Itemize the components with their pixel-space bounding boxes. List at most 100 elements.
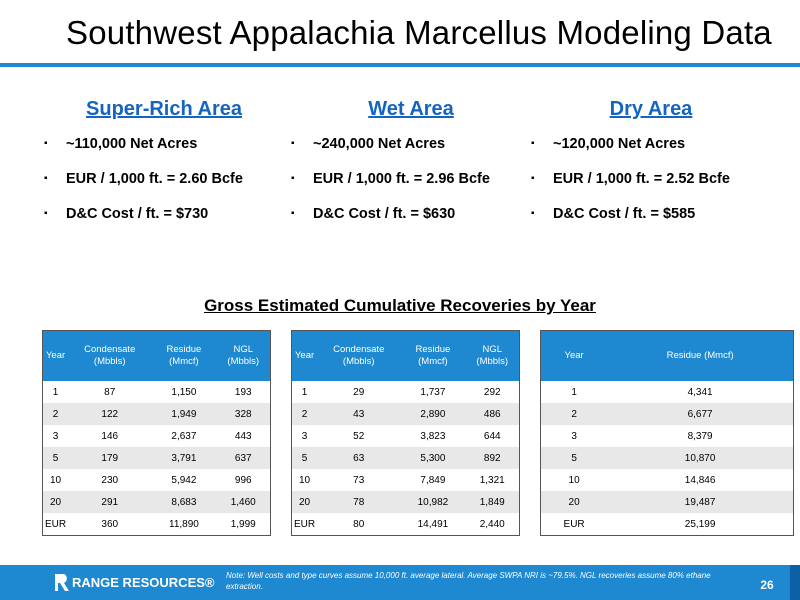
area-bullets: ▪ ~110,000 Net Acres ▪ EUR / 1,000 ft. = 2… [44, 135, 284, 223]
table-cell: 3 [301, 430, 308, 442]
area-column-dry: Dry Area ▪ ~120,000 Net Acres ▪ EUR / 1,00… [531, 98, 771, 240]
table-cell: 179 [68, 447, 152, 469]
table-cell: 637 [216, 447, 271, 469]
table-header-row: Year Condensate (Mbbls) Residue (Mmcf) NGL … [291, 330, 520, 381]
table-row: EUR 360 11,890 1,999 [43, 513, 271, 536]
bullet-square-icon: ▪ [44, 173, 48, 184]
table-cell: 6,677 [607, 403, 794, 425]
table-header-cell: Year [42, 330, 69, 381]
bullet-text: ~110,000 Net Acres [66, 136, 198, 152]
table-cell: 14,491 [417, 518, 449, 530]
table-cell: 4,341 [687, 386, 713, 398]
table-cell: 892 [465, 447, 520, 469]
table-header-row: Year Condensate (Mbbls) Residue (Mmcf) NGL … [42, 330, 271, 381]
table-cell: 2 [540, 403, 608, 425]
bullet-text: D&C Cost / ft. = $730 [66, 206, 209, 222]
bullet-item: ▪ ~120,000 Net Acres [531, 135, 771, 153]
table-cell: 1,949 [151, 403, 217, 425]
title-divider [0, 63, 800, 67]
bullet-item: ▪ EUR / 1,000 ft. = 2.52 Bcfe [531, 170, 771, 188]
bullet-square-icon: ▪ [291, 138, 295, 149]
table-cell: 87 [104, 386, 116, 398]
table-row: 20 19,487 [540, 491, 794, 513]
bullet-item: ▪ EUR / 1,000 ft. = 2.96 Bcfe [291, 170, 531, 188]
bullet-item: ▪ D&C Cost / ft. = $630 [291, 205, 531, 223]
table-cell: 20 [42, 491, 69, 513]
table-row: 1 29 1,737 292 [292, 381, 520, 403]
table-cell: 1 [52, 386, 59, 398]
range-logo-icon [55, 574, 69, 591]
table-cell: 486 [465, 403, 520, 425]
bullet-text: D&C Cost / ft. = $585 [553, 206, 696, 222]
area-heading: Wet Area [368, 98, 454, 120]
table-header-cell: Condensate (Mbbls) [317, 330, 401, 381]
table-cell: 193 [234, 386, 252, 398]
bullet-text: ~120,000 Net Acres [553, 136, 686, 152]
table-cell: 43 [317, 403, 401, 425]
table-cell: 29 [353, 386, 365, 398]
table-header-cell: Residue (Mmcf) [400, 330, 466, 381]
table-header-cell: Year [291, 330, 318, 381]
table-cell: 10 [50, 474, 62, 486]
table-cell: 291 [68, 491, 152, 513]
table-cell: 25,199 [684, 518, 716, 530]
bullet-square-icon: ▪ [531, 138, 535, 149]
table-cell: 292 [483, 386, 501, 398]
table-cell: 78 [317, 491, 401, 513]
table-cell: 443 [234, 430, 252, 442]
table-cell: 5 [291, 447, 318, 469]
table-row: 5 10,870 [540, 447, 794, 469]
table-cell: EUR [563, 518, 585, 530]
table-cell: 230 [101, 474, 119, 486]
bullet-item: ▪ EUR / 1,000 ft. = 2.60 Bcfe [44, 170, 284, 188]
table-row: 20 78 10,982 1,849 [291, 491, 520, 513]
recoveries-table-super-rich: Year Condensate (Mbbls) Residue (Mmcf) NGL … [42, 330, 271, 536]
table-cell: 2,890 [400, 403, 466, 425]
table-cell: 10,870 [607, 447, 794, 469]
table-cell: 1,150 [171, 386, 197, 398]
table-cell: 1,321 [479, 474, 505, 486]
table-cell: 3,823 [420, 430, 446, 442]
table-cell: 2 [291, 403, 318, 425]
logo-text: RANGE RESOURCES® [72, 575, 215, 590]
footer-bar: RANGE RESOURCES® Note: Well costs and ty… [0, 565, 800, 600]
table-cell: 10 [299, 474, 311, 486]
area-heading: Super-Rich Area [86, 98, 242, 120]
table-cell: 11,890 [169, 518, 199, 530]
table-cell: 8,379 [687, 430, 713, 442]
bullet-square-icon: ▪ [44, 138, 48, 149]
table-cell: 19,487 [607, 491, 794, 513]
area-heading: Dry Area [609, 98, 693, 120]
table-cell: 73 [353, 474, 365, 486]
table-row: 2 43 2,890 486 [291, 403, 520, 425]
bullet-square-icon: ▪ [44, 208, 48, 219]
table-cell: 996 [234, 474, 252, 486]
table-cell: 3 [52, 430, 59, 442]
page-number: 26 [760, 578, 774, 592]
table-cell: 122 [68, 403, 152, 425]
table-cell: 63 [317, 447, 401, 469]
table-cell: 5,942 [171, 474, 197, 486]
table-cell: 10 [568, 474, 580, 486]
bullet-square-icon: ▪ [291, 208, 295, 219]
table-row: 1 4,341 [541, 381, 794, 403]
table-cell: 14,846 [684, 474, 716, 486]
table-cell: 3,791 [151, 447, 217, 469]
table-row: 3 52 3,823 644 [292, 425, 520, 447]
bullet-item: ▪ D&C Cost / ft. = $585 [531, 205, 771, 223]
recoveries-table-dry: Year Residue (Mmcf) 1 4,341 2 6,677 3 8,379 5 10,… [540, 330, 794, 536]
table-row: 3 8,379 [541, 425, 794, 447]
page-title: Southwest Appalachia Marcellus Modeling … [66, 14, 772, 51]
table-cell: 2 [42, 403, 69, 425]
bullet-square-icon: ▪ [291, 173, 295, 184]
area-column-wet: Wet Area ▪ ~240,000 Net Acres ▪ EUR / 1,00… [291, 98, 531, 240]
table-cell: 52 [353, 430, 365, 442]
table-cell: EUR [45, 518, 67, 530]
table-header-cell: Residue (Mmcf) [151, 330, 217, 381]
section-title: Gross Estimated Cumulative Recoveries by… [204, 296, 596, 315]
table-row: EUR 80 14,491 2,440 [292, 513, 520, 536]
table-row: EUR 25,199 [541, 513, 794, 536]
table-row: 20 291 8,683 1,460 [42, 491, 271, 513]
table-cell: 1,849 [465, 491, 520, 513]
bullet-text: EUR / 1,000 ft. = 2.96 Bcfe [313, 171, 490, 187]
